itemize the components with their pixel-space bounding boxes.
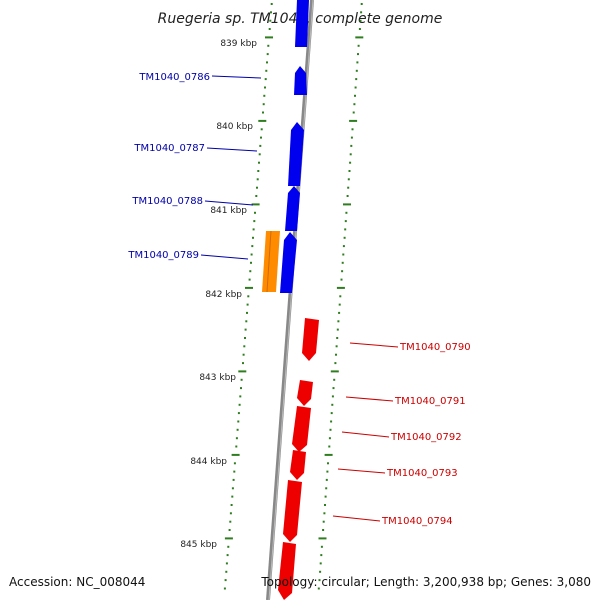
- label-leader: [341, 431, 390, 438]
- label-leader: [332, 515, 381, 522]
- gene-feature[interactable]: [297, 380, 313, 406]
- gene-feature[interactable]: [295, 0, 309, 47]
- gene-label[interactable]: TM1040_0794: [381, 516, 453, 527]
- gene-label[interactable]: TM1040_0789: [127, 250, 199, 261]
- kbp-label: 839 kbp: [220, 39, 257, 49]
- gene-feature[interactable]: [262, 231, 280, 292]
- gene-label-lines: [200, 75, 399, 522]
- gene-feature[interactable]: [288, 122, 304, 186]
- gene-feature[interactable]: [302, 318, 319, 361]
- genome-backbone: [266, 0, 314, 600]
- label-leader: [211, 75, 262, 79]
- gene-features: [262, 0, 319, 600]
- gene-label[interactable]: TM1040_0791: [394, 396, 466, 407]
- gene-label[interactable]: TM1040_0790: [399, 342, 471, 353]
- gene-label[interactable]: TM1040_0793: [386, 468, 458, 479]
- gene-feature[interactable]: [290, 450, 306, 480]
- kbp-marks: 839 kbp 840 kbp 841 kbp 842 kbp 843 kbp …: [180, 39, 257, 550]
- gene-feature[interactable]: [283, 480, 302, 542]
- kbp-label: 844 kbp: [190, 457, 227, 467]
- label-leader: [349, 342, 399, 348]
- left-tick-track: [223, 3, 273, 590]
- gene-labels: TM1040_0786 TM1040_0787 TM1040_0788 TM10…: [127, 72, 470, 527]
- topology-text: Topology: circular; Length: 3,200,938 bp…: [260, 575, 591, 589]
- gene-label[interactable]: TM1040_0786: [138, 72, 210, 83]
- accession-text: Accession: NC_008044: [9, 575, 145, 589]
- kbp-label: 840 kbp: [216, 122, 253, 132]
- kbp-label: 845 kbp: [180, 540, 217, 550]
- gene-label[interactable]: TM1040_0792: [390, 432, 462, 443]
- gene-feature[interactable]: [278, 542, 296, 600]
- gene-feature[interactable]: [285, 186, 300, 231]
- gene-feature[interactable]: [292, 406, 311, 452]
- kbp-label: 842 kbp: [205, 290, 242, 300]
- genome-backbone-highlight: [268, 0, 314, 600]
- label-leader: [337, 468, 386, 474]
- label-leader: [345, 396, 394, 402]
- label-leader: [200, 254, 249, 260]
- gene-feature[interactable]: [294, 66, 307, 95]
- kbp-label: 841 kbp: [210, 206, 247, 216]
- right-tick-track: [317, 3, 364, 590]
- label-leader: [204, 200, 254, 206]
- gene-label[interactable]: TM1040_0788: [131, 196, 203, 207]
- gene-feature[interactable]: [280, 232, 297, 293]
- gene-label[interactable]: TM1040_0787: [133, 143, 205, 154]
- kbp-label: 843 kbp: [199, 373, 236, 383]
- gene-feature-shade: [266, 230, 272, 293]
- label-leader: [206, 147, 258, 152]
